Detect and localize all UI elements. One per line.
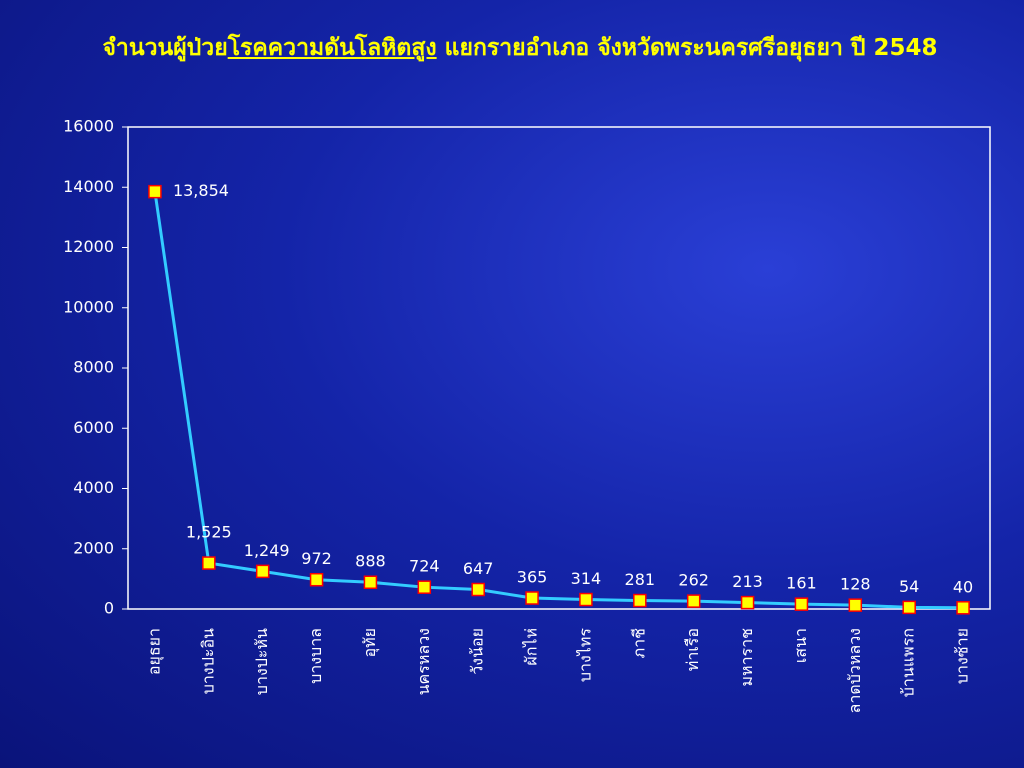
data-label: 281 [625, 570, 656, 589]
marker [148, 184, 162, 199]
x-tick-label: เสนา [791, 628, 810, 663]
data-label: 128 [840, 575, 871, 594]
y-tick-label: 6000 [73, 418, 114, 437]
data-label: 40 [953, 577, 973, 596]
x-tick-label: วังน้อย [468, 628, 487, 675]
x-tick-label: บางปะหัน [252, 628, 271, 695]
marker [255, 564, 270, 579]
marker [417, 580, 432, 594]
x-tick-label: ลาดบัวหลวง [845, 628, 864, 713]
x-tick-label: นครหลวง [414, 628, 433, 695]
marker [686, 594, 701, 608]
x-tick-label: ภาชี [629, 628, 648, 659]
x-tick-label: บ้านแพรก [899, 628, 918, 697]
y-tick-label: 0 [104, 599, 114, 618]
y-tick-label: 16000 [63, 117, 114, 136]
data-label: 54 [899, 577, 919, 596]
x-tick-label: บางซ้าย [953, 628, 972, 684]
data-label: 262 [678, 571, 709, 590]
chart-title: จำนวนผู้ป่วยโรคความดันโลหิตสูง แยกรายอำเ… [40, 26, 1000, 70]
y-tick-label: 14000 [63, 177, 114, 196]
marker [902, 600, 916, 615]
x-tick-label: บางบาล [306, 628, 325, 684]
data-line [153, 191, 964, 610]
marker [794, 597, 809, 611]
marker [740, 595, 755, 610]
x-tick-label: อยุธยา [144, 628, 164, 675]
title-part: โรคความดันโลหิตสูง [227, 35, 437, 61]
y-tick-label: 8000 [73, 358, 114, 377]
plot-frame [127, 126, 991, 610]
data-label: 314 [571, 569, 602, 588]
y-tick-label: 4000 [73, 478, 114, 497]
title-part: จำนวนผู้ป่วย [102, 35, 228, 61]
y-tick-label: 12000 [63, 237, 114, 256]
data-label: 1,525 [186, 523, 232, 542]
marker [202, 556, 216, 570]
marker [471, 582, 485, 597]
marker [956, 601, 970, 615]
y-tick-label: 10000 [63, 297, 114, 316]
data-label: 161 [786, 574, 817, 593]
marker [633, 593, 647, 608]
x-tick-label: อุทัย [360, 628, 380, 658]
x-tick-label: บางไทร [575, 628, 594, 683]
marker [579, 592, 593, 607]
data-label: 888 [355, 552, 386, 571]
data-label: 365 [517, 568, 548, 587]
data-label: 1,249 [244, 541, 290, 560]
data-label: 647 [463, 559, 494, 578]
data-label: 13,854 [173, 181, 229, 200]
marker [309, 572, 324, 587]
x-tick-label: มหาราช [737, 628, 756, 687]
x-tick-label: ท่าเรือ [683, 628, 702, 671]
marker [363, 575, 378, 589]
data-label: 213 [732, 572, 763, 591]
marker [848, 598, 863, 612]
title-part: แยกรายอำเภอ จังหวัดพระนครศรีอยุธยา ปี 25… [436, 35, 938, 61]
data-label: 972 [301, 549, 332, 568]
data-label: 724 [409, 557, 440, 576]
marker [525, 591, 539, 605]
x-tick-label: บางปะอิน [198, 628, 217, 694]
y-tick-label: 2000 [73, 538, 114, 557]
x-tick-label: ผักไห่ [522, 628, 541, 666]
